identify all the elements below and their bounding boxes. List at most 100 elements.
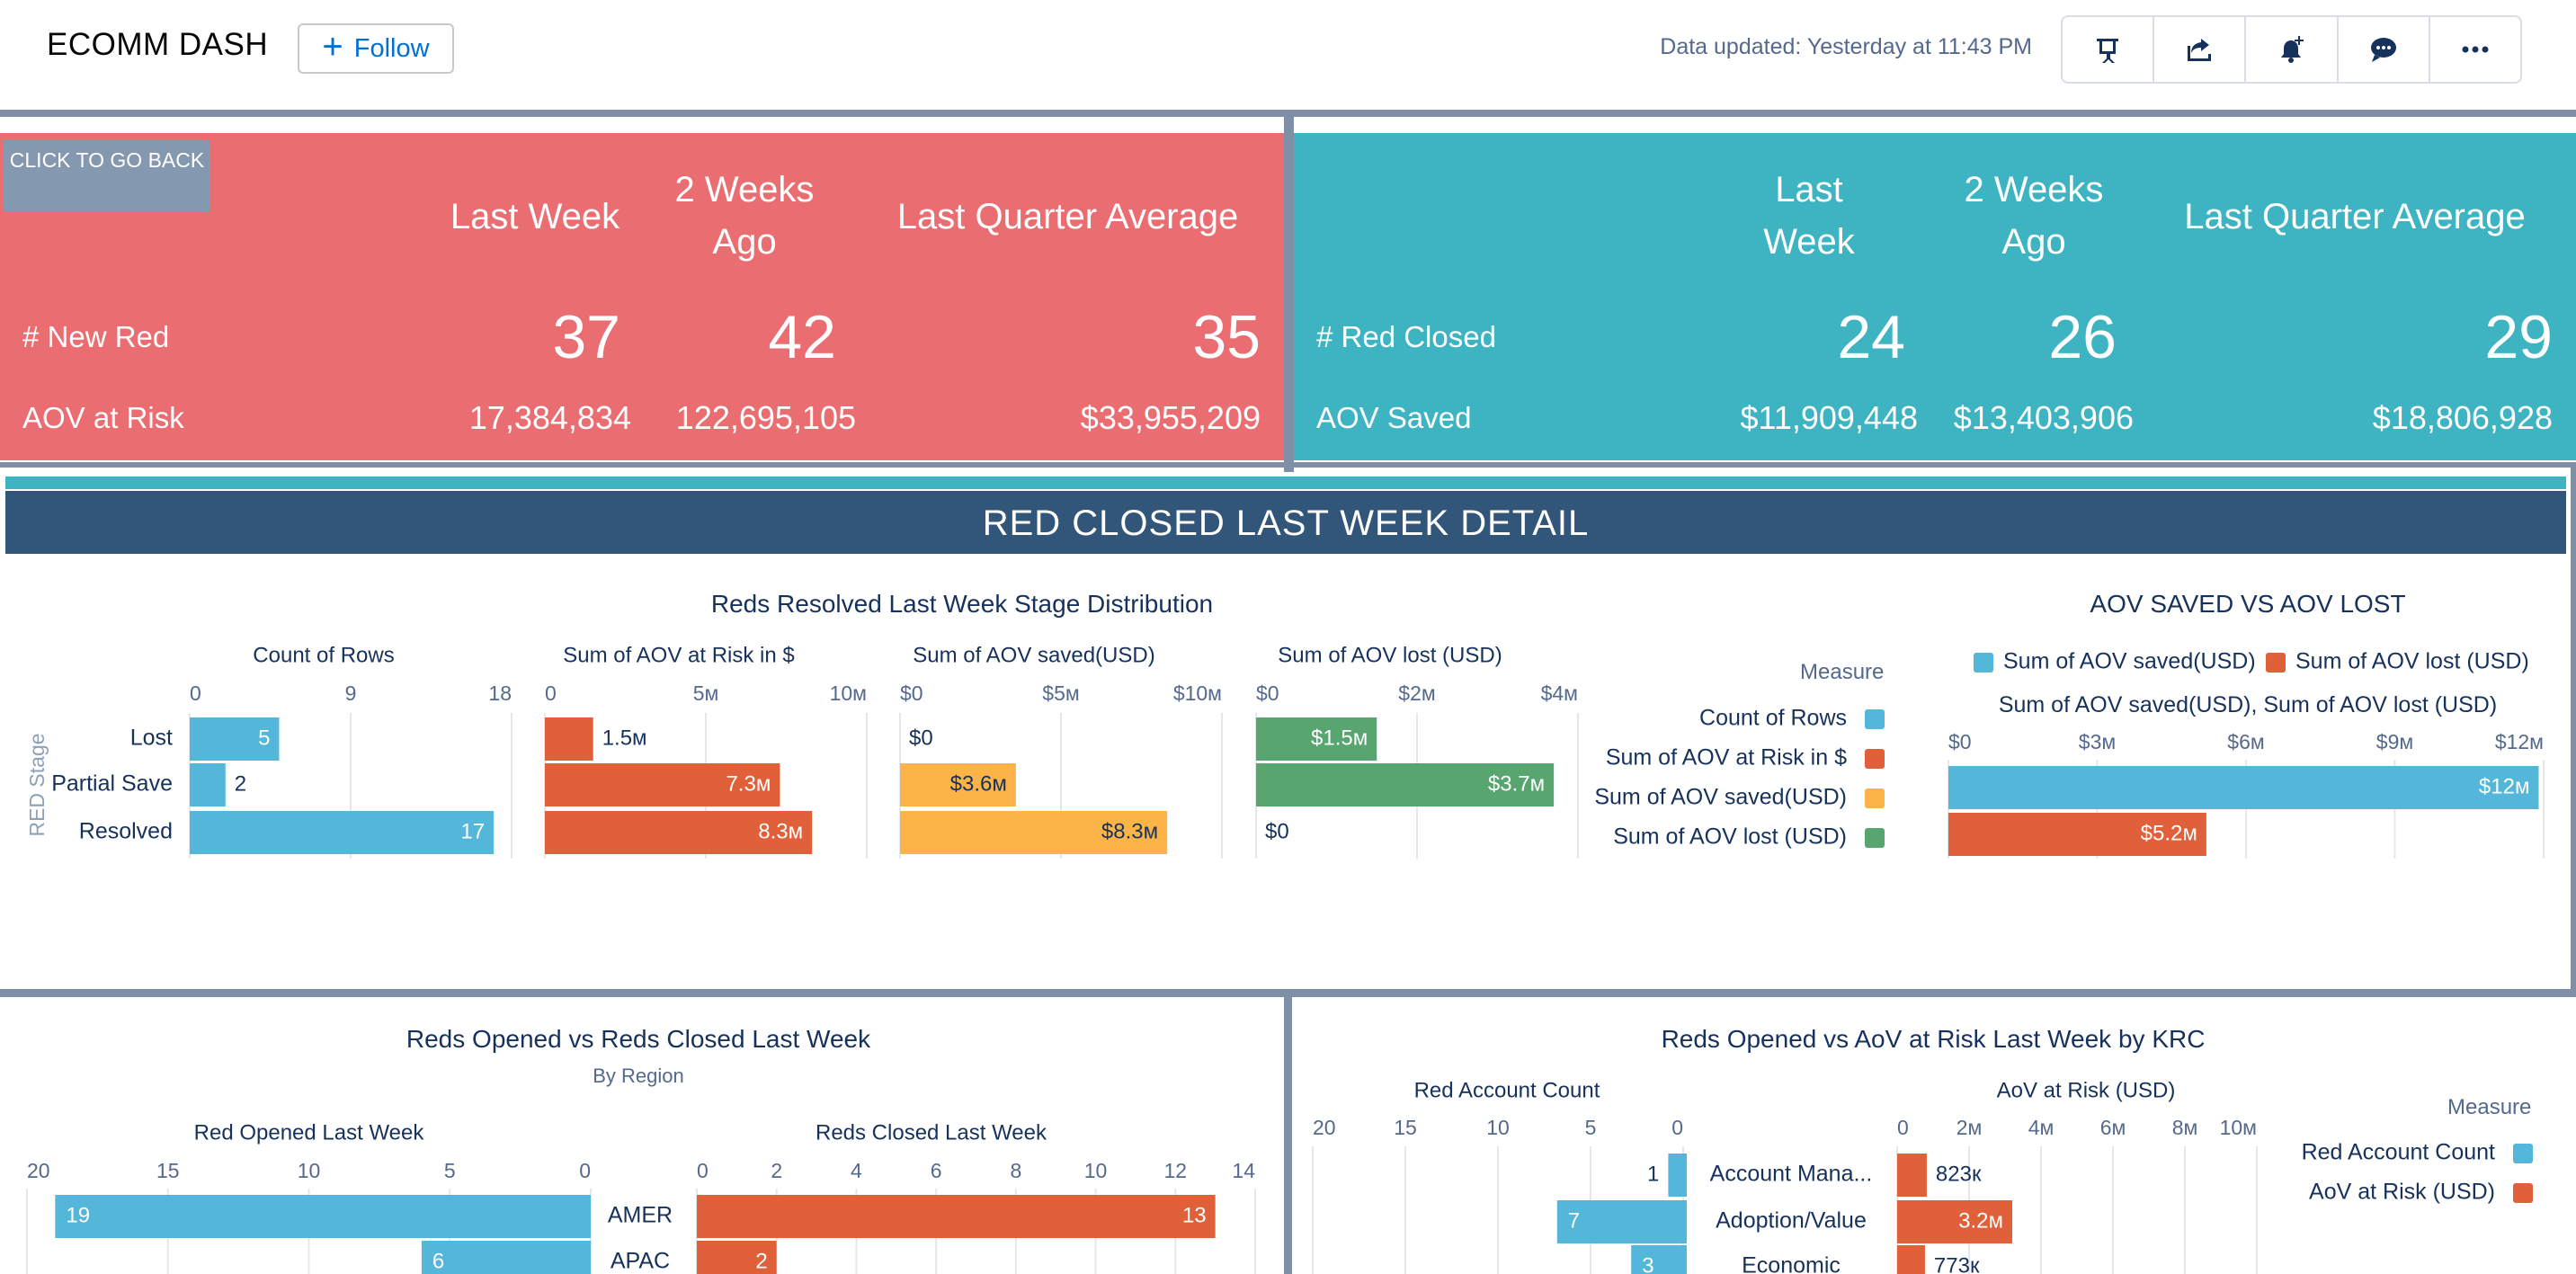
bar xyxy=(1948,813,2206,856)
bar xyxy=(421,1241,591,1274)
more-button[interactable] xyxy=(2430,17,2520,82)
aov-risk-last-week: 17,384,834 xyxy=(468,399,631,436)
aov-saved-quarter-avg: $18,806,928 xyxy=(2372,399,2553,436)
bar xyxy=(190,811,495,854)
col-header-last-quarter-average: Last Quarter Average xyxy=(896,197,1239,236)
data-label: 3 xyxy=(1642,1253,1653,1274)
legend-swatch xyxy=(2513,1183,2533,1203)
legend-swatch xyxy=(1865,749,1885,769)
tick-label: 4м xyxy=(2028,1116,2055,1139)
bar xyxy=(545,763,780,806)
legend-swatch xyxy=(2266,653,2286,673)
data-label: 823к xyxy=(1936,1162,1982,1186)
tick-label: 12 xyxy=(1163,1159,1187,1182)
bar xyxy=(1948,766,2539,809)
subscribe-button[interactable] xyxy=(2246,17,2339,82)
tick-label: 0 xyxy=(1671,1116,1683,1139)
panel-divider xyxy=(2571,468,2576,989)
tick-label: 6 xyxy=(931,1159,942,1182)
tick-label: 20 xyxy=(1313,1116,1336,1139)
data-label: 2 xyxy=(235,771,246,796)
bar xyxy=(1256,763,1555,806)
legend-label: Sum of AOV at Risk in $ xyxy=(1606,745,1847,771)
aov-risk-2-weeks-ago: 122,695,105 xyxy=(675,399,856,436)
bar xyxy=(1897,1154,1927,1197)
comment-icon xyxy=(2370,38,2396,62)
data-label: 1.5м xyxy=(602,726,647,750)
bar xyxy=(1897,1245,1925,1274)
go-back-button[interactable]: CLICK TO GO BACK xyxy=(4,140,210,212)
row-label-aov-saved: AOV Saved xyxy=(1316,401,1472,434)
data-label: $1.5м xyxy=(1311,726,1368,750)
kpi-red-closed-panel: Last Week 2 Weeks Ago Last Quarter Avera… xyxy=(1294,133,2576,460)
tick-label: 2 xyxy=(771,1159,782,1182)
data-label: 13 xyxy=(1182,1203,1207,1227)
tick-label: 4 xyxy=(851,1159,862,1182)
region-chart-subtitle: By Region xyxy=(593,1065,684,1087)
follow-button[interactable]: + Follow xyxy=(298,23,454,74)
header-divider xyxy=(0,110,2576,117)
kpi-new-red-panel: CLICK TO GO BACK Last Week 2 Weeks Ago L… xyxy=(0,133,1284,460)
panel-title: Sum of AOV at Risk in $ xyxy=(563,643,794,667)
aov-saved-last-week: $11,909,448 xyxy=(1740,399,1918,436)
data-label: $3.6м xyxy=(950,771,1007,796)
tick-label: 15 xyxy=(156,1159,180,1182)
bar xyxy=(190,763,226,806)
bar xyxy=(697,1241,777,1274)
panel-title: Sum of AOV saved(USD) xyxy=(913,643,1154,667)
panel-divider xyxy=(0,462,2576,468)
bar xyxy=(1668,1154,1687,1197)
tick-label: $6м xyxy=(2227,730,2264,753)
aov-risk-quarter-avg: $33,955,209 xyxy=(1080,399,1261,436)
tick-label: 2м xyxy=(1957,1116,1983,1139)
tick-label: 10 xyxy=(1486,1116,1510,1139)
bar xyxy=(190,717,280,761)
new-red-last-week: 37 xyxy=(552,303,620,371)
panel-title: Sum of AOV lost (USD) xyxy=(1278,643,1502,667)
data-label: 2 xyxy=(755,1249,767,1273)
category-label: Adoption/Value xyxy=(1716,1208,1867,1234)
bar xyxy=(545,811,813,854)
detail-accent-bar xyxy=(5,477,2566,489)
tick-label: $2м xyxy=(1398,682,1435,705)
tick-label: $0 xyxy=(900,682,923,705)
legend-swatch xyxy=(2513,1144,2533,1163)
tick-label: 5 xyxy=(444,1159,456,1182)
col-header-last-week: Last Week xyxy=(450,197,620,236)
legend-label: Sum of AOV saved(USD) xyxy=(1594,785,1847,810)
tick-label: $10м xyxy=(1173,682,1222,705)
tick-label: $0 xyxy=(1948,730,1972,753)
panel-divider xyxy=(1284,117,1294,472)
bar xyxy=(55,1195,592,1238)
red-closed-last-week: 24 xyxy=(1837,303,1905,371)
stage-distribution-title: Reds Resolved Last Week Stage Distributi… xyxy=(710,590,1214,618)
bar xyxy=(545,717,593,761)
data-label: 6 xyxy=(432,1249,444,1273)
bar xyxy=(697,1195,1216,1238)
present-button[interactable] xyxy=(2063,17,2155,82)
tick-label: $5м xyxy=(1042,682,1079,705)
legend-label: AoV at Risk (USD) xyxy=(2309,1180,2495,1205)
data-label: 8.3м xyxy=(758,819,803,843)
krc-legend-title: Measure xyxy=(2447,1095,2532,1119)
category-label: AMER xyxy=(608,1203,673,1228)
category-label: Economic xyxy=(1742,1253,1841,1274)
comment-button[interactable] xyxy=(2339,17,2430,82)
share-button[interactable] xyxy=(2154,17,2247,82)
tick-label: 20 xyxy=(27,1159,50,1182)
tick-label: $4м xyxy=(1541,682,1578,705)
tick-label: $12м xyxy=(2495,730,2544,753)
more-icon xyxy=(2462,46,2489,53)
dashboard-header: ECOMM DASH + Follow Data updated: Yester… xyxy=(0,0,2576,106)
share-icon xyxy=(2188,39,2212,61)
legend-swatch xyxy=(1974,653,1993,673)
category-label: Account Mana... xyxy=(1710,1162,1873,1187)
legend-swatch xyxy=(1865,788,1885,808)
subscribe-bell-icon xyxy=(2280,36,2304,63)
tick-label: 5м xyxy=(693,682,719,705)
bar xyxy=(1556,1200,1687,1243)
data-label: $5.2м xyxy=(2141,821,2197,845)
data-label: 7.3м xyxy=(726,771,771,796)
tick-label: 8 xyxy=(1010,1159,1021,1182)
region-chart-title: Reds Opened vs Reds Closed Last Week xyxy=(406,1025,871,1053)
